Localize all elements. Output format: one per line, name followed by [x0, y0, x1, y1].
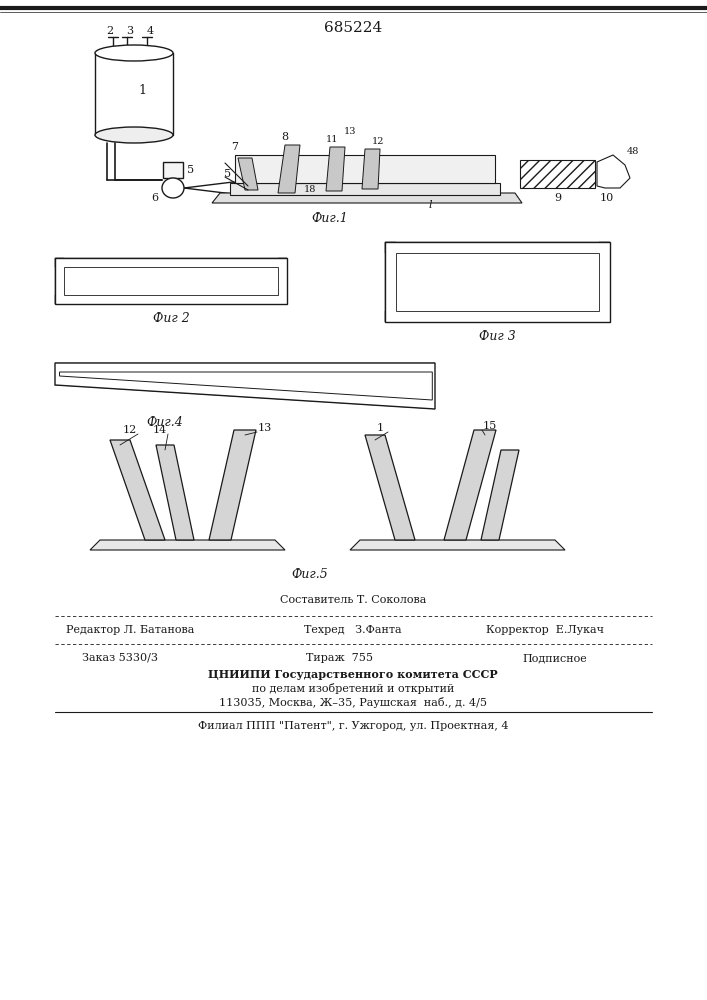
Polygon shape — [212, 193, 522, 203]
Text: Подписное: Подписное — [522, 653, 588, 663]
Polygon shape — [350, 540, 565, 550]
Polygon shape — [55, 363, 435, 372]
Ellipse shape — [95, 127, 173, 143]
Polygon shape — [55, 295, 287, 304]
Bar — [385, 242, 610, 322]
Bar — [55, 258, 287, 304]
Polygon shape — [59, 372, 432, 400]
Text: 5: 5 — [187, 165, 194, 175]
Polygon shape — [481, 450, 519, 540]
Text: 5: 5 — [224, 169, 232, 179]
Ellipse shape — [162, 178, 184, 198]
Text: 3: 3 — [127, 26, 134, 36]
Text: 2: 2 — [107, 26, 114, 36]
Text: 8: 8 — [281, 132, 288, 142]
Polygon shape — [385, 242, 610, 253]
Polygon shape — [55, 258, 64, 304]
Text: 18: 18 — [304, 184, 316, 194]
Text: 6: 6 — [151, 193, 158, 203]
Text: Фиг 2: Фиг 2 — [153, 312, 189, 324]
Polygon shape — [156, 445, 194, 540]
Text: 7: 7 — [231, 142, 238, 152]
Text: 1: 1 — [138, 84, 146, 97]
Polygon shape — [90, 540, 285, 550]
Text: 685224: 685224 — [324, 21, 382, 35]
Bar — [235, 155, 495, 183]
Text: 11: 11 — [326, 134, 338, 143]
Polygon shape — [209, 430, 256, 540]
Text: Составитель Т. Соколова: Составитель Т. Соколова — [280, 595, 426, 605]
Polygon shape — [385, 311, 610, 322]
Polygon shape — [326, 147, 345, 191]
Polygon shape — [362, 149, 380, 189]
Text: Филиал ППП "Патент", г. Ужгород, ул. Проектная, 4: Филиал ППП "Патент", г. Ужгород, ул. Про… — [198, 721, 508, 731]
Text: Фиг.5: Фиг.5 — [291, 568, 328, 582]
Text: 9: 9 — [554, 193, 561, 203]
Bar — [520, 160, 595, 188]
Ellipse shape — [95, 45, 173, 61]
Polygon shape — [385, 242, 396, 322]
Text: Техред   З.Фанта: Техред З.Фанта — [304, 625, 402, 635]
Text: 14: 14 — [153, 425, 167, 435]
Text: Заказ 5330/3: Заказ 5330/3 — [82, 653, 158, 663]
Text: 13: 13 — [258, 423, 272, 433]
Text: 10: 10 — [600, 193, 614, 203]
Polygon shape — [444, 430, 496, 540]
Text: по делам изобретений и открытий: по делам изобретений и открытий — [252, 682, 454, 694]
Polygon shape — [278, 145, 300, 193]
Polygon shape — [278, 258, 287, 304]
Text: Фиг 3: Фиг 3 — [479, 330, 516, 342]
Text: 1: 1 — [376, 423, 384, 433]
Text: 113035, Москва, Ж–35, Раушская  наб., д. 4/5: 113035, Москва, Ж–35, Раушская наб., д. … — [219, 696, 487, 708]
Text: 4: 4 — [146, 26, 153, 36]
Polygon shape — [365, 435, 415, 540]
Text: 12: 12 — [372, 136, 384, 145]
Polygon shape — [55, 363, 435, 409]
Text: ЦНИИПИ Государственного комитета СССР: ЦНИИПИ Государственного комитета СССР — [208, 668, 498, 680]
Bar — [396, 253, 599, 311]
Text: Фиг.1: Фиг.1 — [312, 212, 349, 225]
Text: Редактор Л. Батанова: Редактор Л. Батанова — [66, 625, 194, 635]
Text: 15: 15 — [483, 421, 497, 431]
Bar — [64, 267, 278, 295]
Text: 12: 12 — [123, 425, 137, 435]
Text: Фиг.4: Фиг.4 — [146, 416, 183, 430]
Text: Тираж  755: Тираж 755 — [307, 653, 373, 663]
Polygon shape — [597, 155, 630, 188]
Polygon shape — [599, 242, 610, 322]
Text: Корректор  Е.Лукач: Корректор Е.Лукач — [486, 625, 604, 635]
Polygon shape — [110, 440, 165, 540]
Bar — [230, 183, 500, 195]
Polygon shape — [55, 376, 435, 409]
Text: l: l — [428, 200, 432, 210]
Polygon shape — [55, 258, 287, 267]
Text: 48: 48 — [627, 147, 639, 156]
Bar — [163, 162, 183, 178]
Text: 13: 13 — [344, 126, 356, 135]
Polygon shape — [238, 158, 258, 190]
